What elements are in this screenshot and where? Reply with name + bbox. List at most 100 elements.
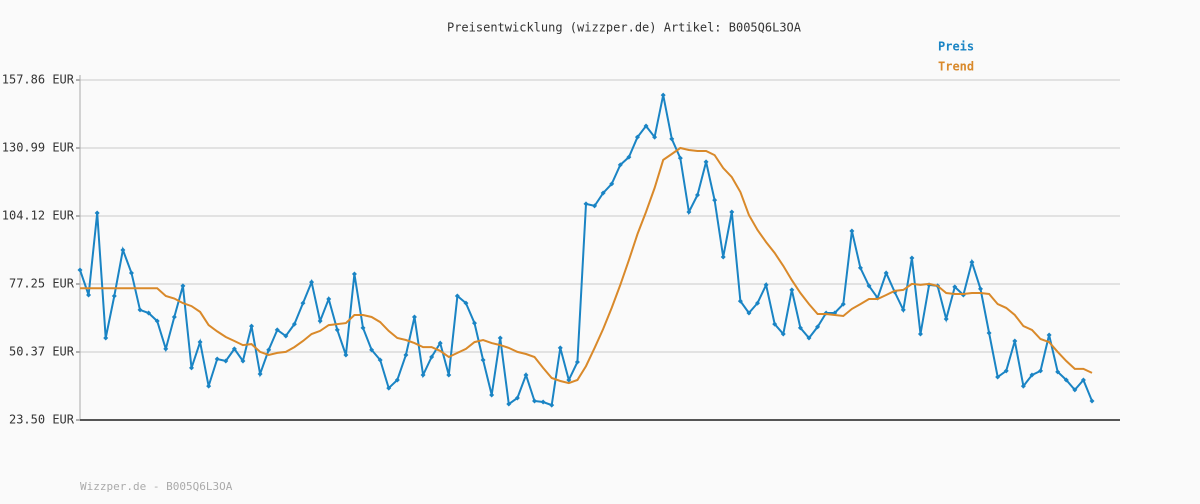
y-tick-label: 104.12 EUR <box>2 208 75 222</box>
point <box>797 325 803 331</box>
point <box>120 247 126 253</box>
point <box>917 331 923 337</box>
point <box>952 284 958 290</box>
y-tick-label: 50.37 EUR <box>9 345 75 359</box>
point <box>274 327 280 333</box>
point <box>1072 387 1078 393</box>
point <box>746 310 752 316</box>
point <box>883 270 889 276</box>
point <box>806 335 812 341</box>
point <box>420 372 426 378</box>
point <box>694 192 700 198</box>
point <box>857 265 863 271</box>
point <box>377 357 383 363</box>
point <box>163 346 169 352</box>
point <box>334 327 340 333</box>
point <box>660 92 666 98</box>
point <box>1063 377 1069 383</box>
point <box>643 123 649 129</box>
point <box>1080 377 1086 383</box>
point <box>720 254 726 260</box>
point <box>900 307 906 313</box>
point <box>454 293 460 299</box>
point <box>188 365 194 371</box>
legend-label: Trend <box>938 60 974 74</box>
point <box>815 324 821 330</box>
point <box>223 358 229 364</box>
point <box>214 356 220 362</box>
point <box>669 136 675 142</box>
point <box>583 201 589 207</box>
point <box>283 333 289 339</box>
point <box>969 259 975 265</box>
point <box>154 318 160 324</box>
point <box>1055 369 1061 375</box>
chart-title: Preisentwicklung (wizzper.de) Artikel: B… <box>447 21 802 35</box>
point <box>686 209 692 215</box>
point <box>266 347 272 353</box>
point <box>866 283 872 289</box>
point <box>437 340 443 346</box>
point <box>180 283 186 289</box>
point <box>171 314 177 320</box>
point <box>729 209 735 215</box>
point <box>343 352 349 358</box>
point <box>909 255 915 261</box>
point <box>574 359 580 365</box>
point <box>472 320 478 326</box>
point <box>549 402 555 408</box>
point <box>506 401 512 407</box>
point <box>514 395 520 401</box>
point <box>1012 338 1018 344</box>
point <box>317 318 323 324</box>
point <box>557 345 563 351</box>
point <box>489 392 495 398</box>
point <box>403 352 409 358</box>
point <box>1029 372 1035 378</box>
point <box>94 210 100 216</box>
point <box>566 377 572 383</box>
point <box>360 325 366 331</box>
point <box>386 385 392 391</box>
series-line <box>79 94 1093 407</box>
point <box>789 287 795 293</box>
point <box>429 354 435 360</box>
legend-label: Preis <box>938 40 974 54</box>
point <box>840 301 846 307</box>
y-tick-label: 77.25 EUR <box>9 276 75 290</box>
point <box>626 154 632 160</box>
point <box>249 323 255 329</box>
point <box>634 134 640 140</box>
point <box>146 310 152 316</box>
point <box>1020 383 1026 389</box>
point <box>326 296 332 302</box>
series-line <box>80 146 1093 385</box>
point <box>652 134 658 140</box>
point <box>103 335 109 341</box>
point <box>206 383 212 389</box>
point <box>712 197 718 203</box>
point <box>523 372 529 378</box>
point <box>737 298 743 304</box>
point <box>128 270 134 276</box>
point <box>755 300 761 306</box>
point <box>1046 332 1052 338</box>
point <box>986 330 992 336</box>
point <box>592 203 598 209</box>
point <box>480 357 486 363</box>
point <box>309 279 315 285</box>
point <box>291 321 297 327</box>
point <box>677 155 683 161</box>
point <box>780 331 786 337</box>
point <box>257 371 263 377</box>
point <box>497 335 503 341</box>
point <box>369 347 375 353</box>
point <box>600 190 606 196</box>
point <box>849 228 855 234</box>
point <box>197 339 203 345</box>
point <box>617 162 623 168</box>
point <box>411 314 417 320</box>
point <box>772 321 778 327</box>
point <box>532 398 538 404</box>
point <box>86 292 92 298</box>
